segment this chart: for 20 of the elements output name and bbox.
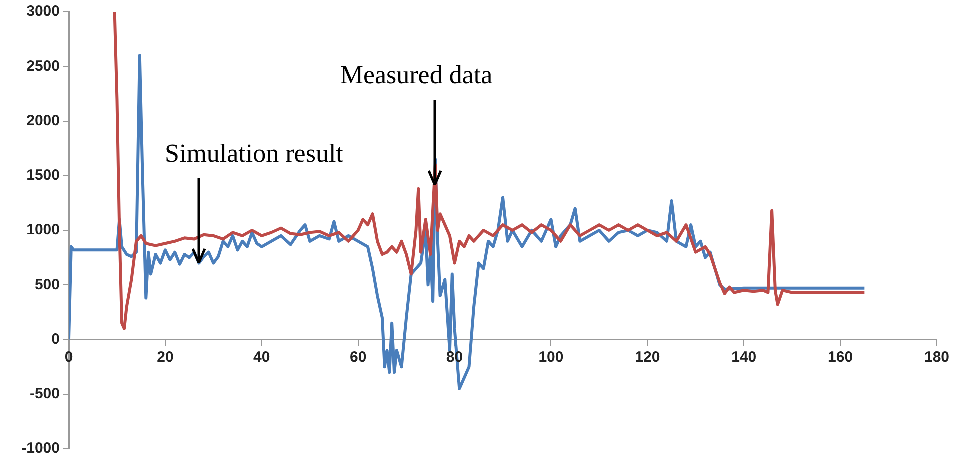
y-tick-label: 1000	[26, 222, 60, 239]
y-tick-label: 0	[52, 330, 60, 348]
y-tick-label: -1000	[22, 440, 60, 458]
x-tick-label: 60	[350, 348, 367, 366]
x-tick-label: 20	[157, 348, 174, 366]
x-tick-label: 120	[635, 348, 660, 366]
y-tick-label: 3000	[26, 3, 60, 20]
y-tick-label: -500	[30, 386, 60, 403]
y-tick-label: 500	[34, 276, 60, 294]
x-tick-label: 100	[538, 348, 564, 366]
annotation: Simulation result	[165, 139, 344, 168]
y-tick-label: 1500	[26, 167, 60, 184]
x-tick-label: 40	[254, 348, 270, 366]
x-tick-label: 0	[64, 348, 74, 366]
y-tick-label: 2000	[26, 112, 60, 130]
x-tick-label: 140	[732, 348, 757, 366]
x-tick-label: 160	[828, 348, 854, 366]
annotation: Measured data	[340, 60, 494, 90]
y-tick-label: 2500	[26, 58, 60, 75]
x-tick-label: 180	[924, 348, 950, 366]
